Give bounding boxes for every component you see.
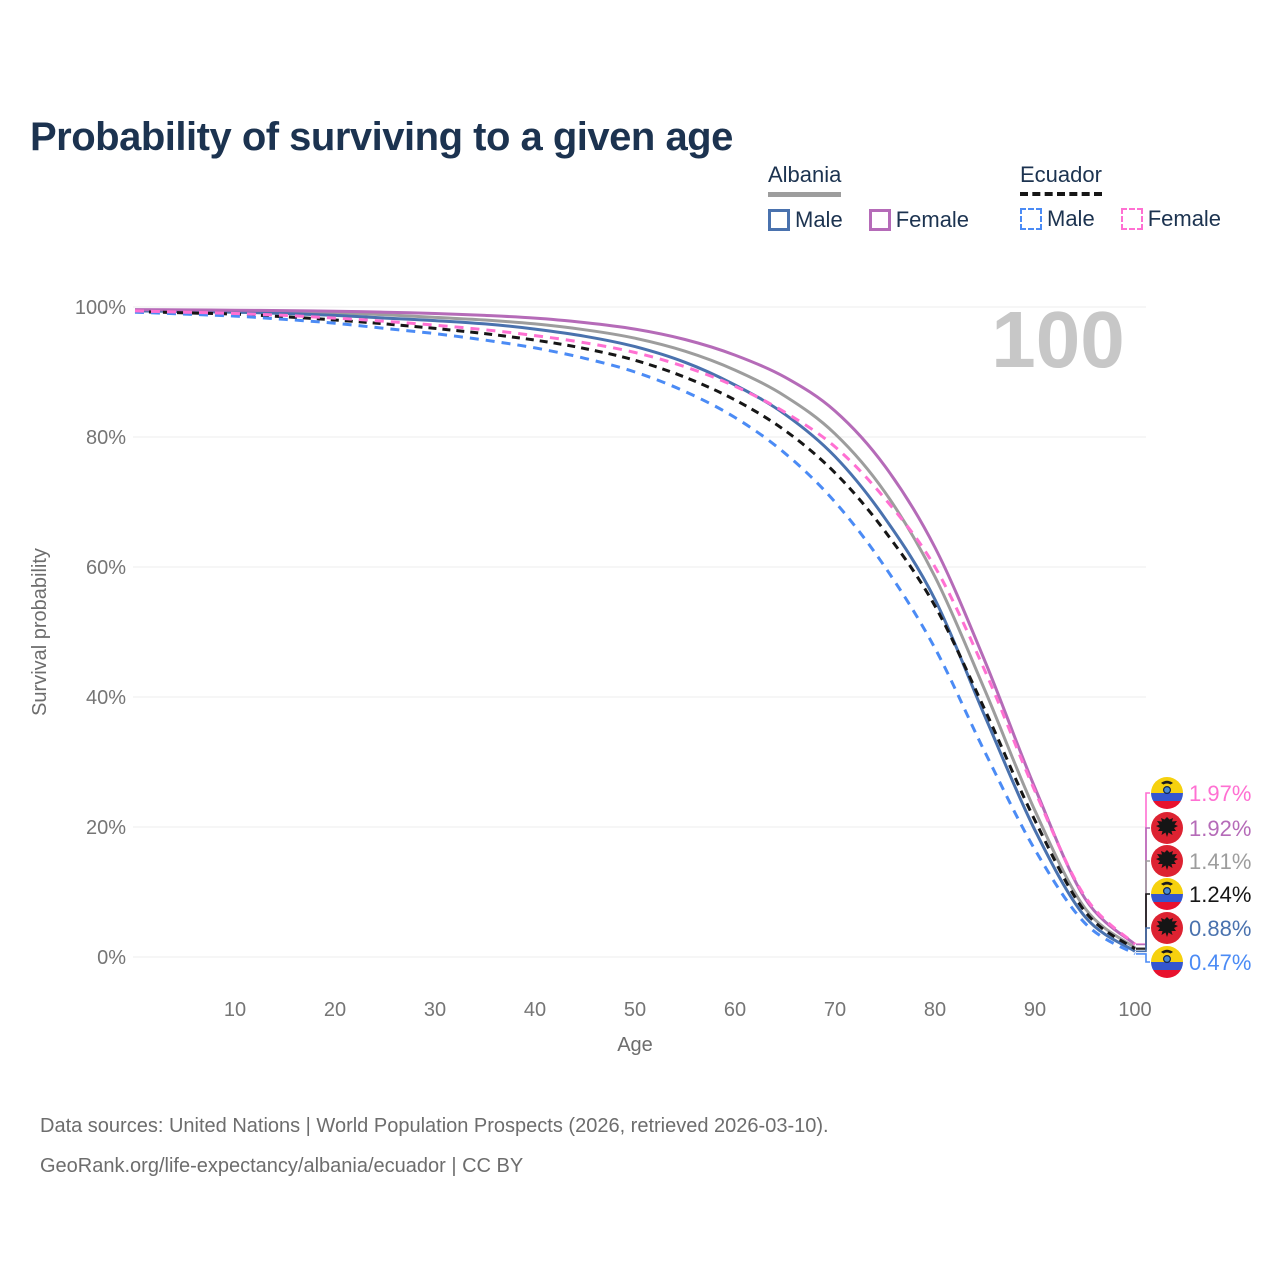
legend-swatch-1-0 [1020, 208, 1042, 230]
x-tick-label: 90 [1024, 999, 1046, 1021]
end-label-leader [1136, 860, 1150, 949]
legend-underline-0: Albania [768, 162, 842, 197]
legend-item-label: Male [795, 207, 843, 232]
albania-flag-icon [1151, 845, 1183, 877]
y-axis-label: Survival probability [29, 548, 51, 716]
y-tick-label: 100% [75, 297, 126, 319]
end-label-leader [1136, 893, 1150, 950]
page-title: Probability of surviving to a given age [30, 114, 733, 159]
end-value-label: 1.41% [1189, 849, 1251, 874]
x-tick-label: 40 [524, 999, 546, 1021]
legend-group-ecuador: Ecuador Male Female [1020, 162, 1221, 232]
x-tick-label: 80 [924, 999, 946, 1021]
end-value-label: 1.92% [1189, 816, 1251, 841]
ecuador-flag-icon [1151, 946, 1183, 978]
x-tick-label: 20 [324, 999, 346, 1021]
x-tick-label: 50 [624, 999, 646, 1021]
series-line-albania-both-sexes [134, 308, 1136, 950]
end-value-label: 1.97% [1189, 781, 1251, 806]
x-tick-label: 100 [1118, 999, 1151, 1021]
legend-swatch-1-1 [1120, 208, 1143, 230]
albania-flag-icon [1151, 912, 1183, 944]
ecuador-flag-icon [1151, 878, 1183, 910]
chart-footer: Data sources: United Nations | World Pop… [40, 1106, 829, 1186]
legend-country-label-ecuador: Ecuador [1020, 162, 1102, 187]
legend-item-label: Male [1047, 206, 1095, 231]
y-tick-label: 60% [86, 557, 126, 579]
y-tick-label: 20% [86, 817, 126, 839]
legend-row-ecuador: Male Female [1020, 206, 1221, 232]
series-line-albania-male [134, 309, 1136, 953]
ecuador-flag-icon [1151, 777, 1183, 809]
series-line-ecuador-both-sexes [134, 310, 1136, 951]
end-value-label: 0.88% [1189, 916, 1251, 941]
legend-group-albania: Albania Male Female [768, 162, 969, 233]
end-value-label: 0.47% [1189, 950, 1251, 975]
series-line-albania-female [134, 308, 1137, 946]
legend-row-albania: Male Female [768, 207, 969, 233]
series-line-ecuador-male [134, 310, 1136, 956]
y-tick-label: 80% [86, 427, 126, 449]
x-tick-label: 60 [724, 999, 746, 1021]
legend-country-label-albania: Albania [768, 162, 842, 187]
x-tick-label: 10 [224, 999, 246, 1021]
legend-underline-1: Ecuador [1020, 162, 1102, 196]
end-label-leader [1136, 927, 1150, 953]
series-line-ecuador-female [134, 309, 1137, 946]
source-url-line: GeoRank.org/life-expectancy/albania/ecua… [40, 1155, 524, 1177]
legend-item-label: Female [895, 207, 970, 232]
x-tick-label: 30 [424, 999, 446, 1021]
albania-flag-icon [1151, 812, 1183, 844]
legend-item-ecuador-male[interactable]: Male [1020, 206, 1095, 232]
legend-item-albania-female[interactable]: Female [868, 207, 970, 233]
x-tick-label: 70 [824, 999, 846, 1021]
legend-swatch-0-0 [768, 209, 790, 231]
legend-item-label: Female [1147, 206, 1222, 231]
x-axis-label: Age [617, 1034, 653, 1056]
legend-swatch-0-1 [868, 209, 891, 231]
end-label-leader [1136, 827, 1150, 946]
end-value-label: 1.24% [1189, 882, 1251, 907]
end-label-leader [1136, 792, 1150, 945]
y-tick-label: 40% [86, 687, 126, 709]
data-sources-line: Data sources: United Nations | World Pop… [40, 1115, 829, 1137]
y-tick-label: 0% [97, 947, 126, 969]
legend-item-ecuador-female[interactable]: Female [1120, 206, 1222, 232]
legend-item-albania-male[interactable]: Male [768, 207, 843, 233]
age-counter: 100 [991, 295, 1124, 384]
end-label-leader [1136, 953, 1150, 963]
